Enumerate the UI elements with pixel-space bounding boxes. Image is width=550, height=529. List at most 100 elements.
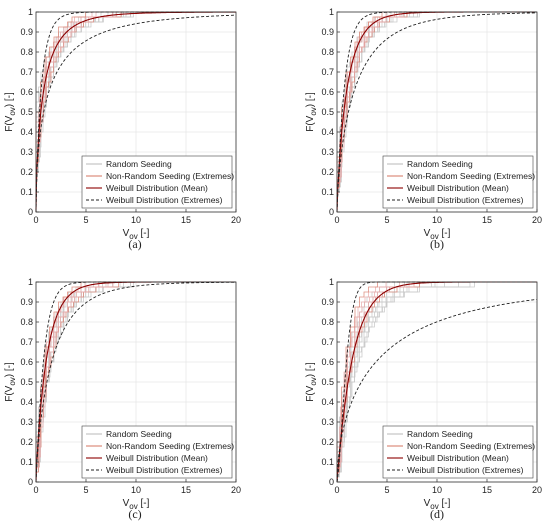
legend: Random Seeding Non-Random Seeding (Extrem… — [382, 155, 535, 209]
chart-panel-4: 0 5 10 15 20 0 0.1 0.2 0.3 0.4 0.5 0.6 0.7 0.8 0.9 1 Vov… — [305, 277, 542, 521]
series-weibull-extreme-2 — [336, 12, 537, 212]
panel-label: (b) — [430, 237, 444, 251]
y-tick-label: 0.9 — [321, 27, 334, 37]
y-tick-label: 0.8 — [20, 317, 33, 327]
y-tick-label: 1 — [28, 7, 33, 17]
legend-label: Non-Random Seeding (Extremes) — [407, 441, 535, 451]
y-axis-label: F(Vov) [-] — [305, 92, 318, 132]
y-tick-label: 0.9 — [20, 297, 33, 307]
y-tick-label: 0.6 — [321, 87, 334, 97]
chart-panel-3: 0 5 10 15 20 0 0.1 0.2 0.3 0.4 0.5 0.6 0.7 0.8 0.9 1 Vov… — [4, 277, 241, 521]
chart-panel-1: 0 5 10 15 20 0 0.1 0.2 0.3 0.4 0.5 0.6 0.7 0.8 0.9 1 Vov… — [4, 7, 241, 251]
y-tick-label: 0.1 — [20, 457, 33, 467]
y-tick-label: 0.7 — [20, 337, 33, 347]
x-tick-label: 10 — [131, 485, 141, 495]
legend-label: Random Seeding — [106, 429, 172, 439]
legend-label: Non-Random Seeding (Extremes) — [407, 171, 535, 181]
x-tick-label: 5 — [384, 215, 389, 225]
x-tick-label: 15 — [181, 485, 191, 495]
y-tick-label: 0 — [28, 477, 33, 487]
legend: Random Seeding Non-Random Seeding (Extrem… — [81, 425, 234, 479]
y-tick-label: 0.1 — [321, 457, 334, 467]
legend-label: Random Seeding — [407, 159, 473, 169]
y-tick-label: 0.2 — [321, 167, 334, 177]
legend-label: Weibull Distribution (Extremes) — [106, 195, 223, 205]
y-tick-label: 0.2 — [321, 437, 334, 447]
y-axis-label: F(Vov) [-] — [305, 362, 318, 402]
series-weibull-extreme-2 — [35, 281, 236, 482]
y-tick-label: 0.6 — [20, 87, 33, 97]
x-tick-label: 10 — [432, 485, 442, 495]
panel-label: (a) — [128, 237, 141, 251]
x-tick-label: 20 — [532, 215, 542, 225]
y-tick-label: 0.3 — [20, 417, 33, 427]
y-axis-label: F(Vov) [-] — [4, 362, 17, 402]
legend-label: Weibull Distribution (Mean) — [407, 183, 509, 193]
legend-box — [81, 155, 233, 209]
y-tick-label: 0.9 — [20, 27, 33, 37]
y-tick-label: 0.5 — [321, 377, 334, 387]
y-tick-label: 0.8 — [321, 47, 334, 57]
x-tick-label: 5 — [83, 215, 88, 225]
panel-label: (c) — [128, 507, 141, 521]
series-weibull-extreme-2 — [336, 298, 537, 482]
legend-label: Random Seeding — [407, 429, 473, 439]
x-tick-label: 15 — [181, 215, 191, 225]
x-axis-label: Vov [-] — [123, 228, 150, 241]
y-tick-label: 0.5 — [20, 377, 33, 387]
y-tick-label: 0.7 — [321, 67, 334, 77]
y-tick-label: 0.9 — [321, 297, 334, 307]
legend-box — [382, 425, 534, 479]
y-tick-label: 0.4 — [20, 397, 33, 407]
chart-panel-2: 0 5 10 15 20 0 0.1 0.2 0.3 0.4 0.5 0.6 0.7 0.8 0.9 1 Vov… — [305, 7, 542, 251]
y-tick-label: 0.8 — [321, 317, 334, 327]
x-axis-label: Vov [-] — [123, 498, 150, 511]
y-tick-label: 0 — [329, 477, 334, 487]
y-tick-label: 0.4 — [321, 397, 334, 407]
y-tick-label: 1 — [329, 277, 334, 287]
x-axis-label: Vov [-] — [424, 228, 451, 241]
y-tick-label: 0.7 — [20, 67, 33, 77]
y-tick-label: 1 — [28, 277, 33, 287]
y-tick-label: 0.4 — [321, 127, 334, 137]
x-tick-label: 0 — [334, 215, 339, 225]
x-tick-label: 0 — [33, 215, 38, 225]
y-tick-label: 0.3 — [20, 147, 33, 157]
legend-label: Weibull Distribution (Extremes) — [106, 465, 223, 475]
y-tick-label: 0.2 — [20, 167, 33, 177]
y-tick-label: 0.2 — [20, 437, 33, 447]
x-tick-label: 20 — [231, 215, 241, 225]
y-tick-label: 0.5 — [20, 107, 33, 117]
y-tick-label: 0 — [329, 207, 334, 217]
x-tick-label: 20 — [231, 485, 241, 495]
x-tick-label: 20 — [532, 485, 542, 495]
y-tick-label: 0.1 — [20, 187, 33, 197]
x-tick-label: 5 — [384, 485, 389, 495]
y-tick-label: 1 — [329, 7, 334, 17]
legend: Random Seeding Non-Random Seeding (Extrem… — [81, 155, 234, 209]
y-tick-label: 0.4 — [20, 127, 33, 137]
x-tick-label: 0 — [33, 485, 38, 495]
legend-label: Weibull Distribution (Mean) — [106, 453, 208, 463]
y-tick-label: 0.6 — [321, 357, 334, 367]
x-tick-label: 10 — [432, 215, 442, 225]
x-tick-label: 10 — [131, 215, 141, 225]
x-axis-label: Vov [-] — [424, 498, 451, 511]
legend-label: Random Seeding — [106, 159, 172, 169]
x-tick-label: 0 — [334, 485, 339, 495]
x-tick-label: 15 — [482, 215, 492, 225]
y-tick-label: 0.3 — [321, 417, 334, 427]
legend-label: Weibull Distribution (Mean) — [407, 453, 509, 463]
legend-label: Non-Random Seeding (Extremes) — [106, 171, 234, 181]
legend-box — [81, 425, 233, 479]
legend-label: Weibull Distribution (Mean) — [106, 183, 208, 193]
y-tick-label: 0.7 — [321, 337, 334, 347]
y-tick-label: 0.1 — [321, 187, 334, 197]
series-weibull-extreme-2 — [35, 14, 236, 212]
legend-label: Non-Random Seeding (Extremes) — [106, 441, 234, 451]
legend-box — [382, 155, 534, 209]
y-tick-label: 0.6 — [20, 357, 33, 367]
x-tick-label: 5 — [83, 485, 88, 495]
y-tick-label: 0.5 — [321, 107, 334, 117]
